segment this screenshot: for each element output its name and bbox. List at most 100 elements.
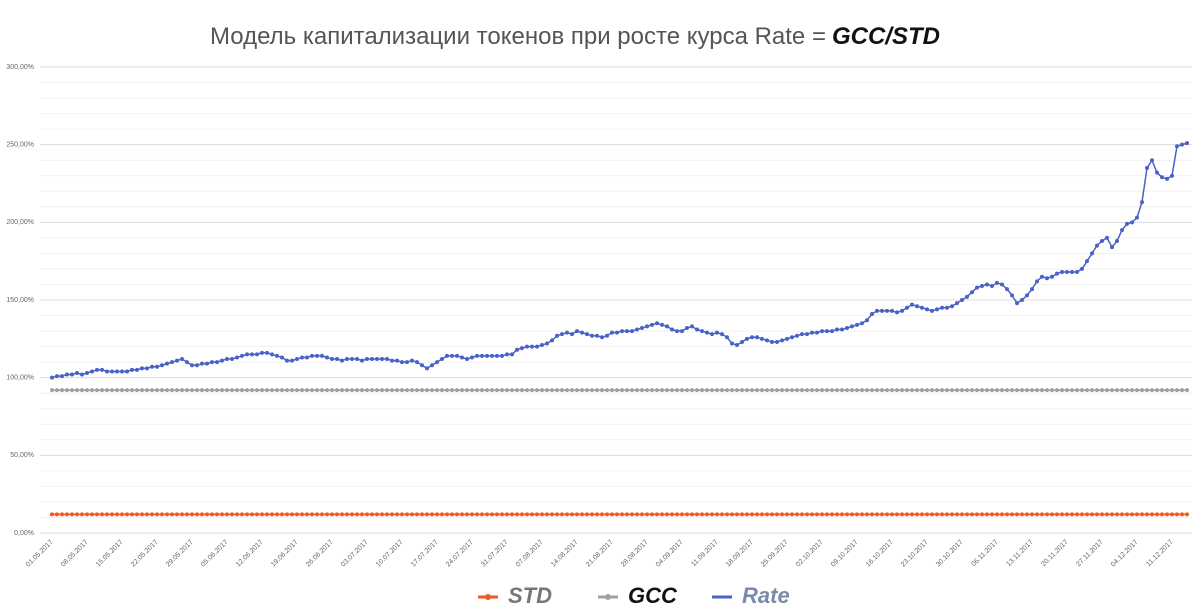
data-point (910, 302, 914, 307)
data-point (715, 512, 719, 517)
x-tick-label: 24.07.2017 (445, 539, 475, 569)
data-point (1055, 512, 1059, 517)
title-main: Модель капитализации токенов при росте к… (210, 23, 826, 50)
data-point (1050, 274, 1054, 279)
data-point (450, 353, 454, 358)
data-point (85, 388, 89, 393)
data-point (1090, 512, 1094, 517)
data-point (1005, 388, 1009, 393)
data-point (1005, 287, 1009, 292)
data-point (885, 308, 889, 313)
data-point (690, 388, 694, 393)
data-point (1140, 512, 1144, 517)
data-point (515, 347, 519, 352)
data-point (435, 512, 439, 517)
data-point (605, 512, 609, 517)
data-point (1115, 238, 1119, 243)
data-point (810, 512, 814, 517)
data-point (1060, 512, 1064, 517)
data-point (895, 388, 899, 393)
data-point (160, 363, 164, 368)
data-point (585, 512, 589, 517)
data-point (915, 304, 919, 309)
data-point (335, 388, 339, 393)
data-point (445, 512, 449, 517)
data-point (100, 388, 104, 393)
data-point (1025, 512, 1029, 517)
x-tick-label: 08.05.2017 (60, 539, 90, 569)
data-point (740, 512, 744, 517)
data-point (965, 294, 969, 299)
data-point (775, 339, 779, 344)
data-point (1030, 388, 1034, 393)
data-point (960, 388, 964, 393)
data-point (600, 512, 604, 517)
data-point (1010, 512, 1014, 517)
data-point (125, 369, 129, 374)
data-point (1175, 512, 1179, 517)
data-point (405, 360, 409, 365)
data-point (870, 311, 874, 316)
data-point (950, 388, 954, 393)
data-point (970, 512, 974, 517)
data-point (190, 363, 194, 368)
data-point (80, 372, 84, 377)
data-point (930, 308, 934, 313)
data-point (750, 388, 754, 393)
data-point (680, 512, 684, 517)
data-point (905, 305, 909, 310)
data-point (380, 512, 384, 517)
data-point (155, 512, 159, 517)
data-point (840, 327, 844, 332)
data-point (1050, 512, 1054, 517)
data-point (70, 512, 74, 517)
data-point (1125, 512, 1129, 517)
data-point (235, 388, 239, 393)
data-point (940, 512, 944, 517)
data-point (1180, 142, 1184, 147)
data-point (1085, 388, 1089, 393)
data-point (85, 371, 89, 376)
data-point (300, 388, 304, 393)
data-point (865, 388, 869, 393)
data-point (790, 388, 794, 393)
data-point (590, 333, 594, 338)
data-point (290, 512, 294, 517)
data-point (920, 388, 924, 393)
data-point (485, 388, 489, 393)
data-point (245, 388, 249, 393)
data-point (815, 388, 819, 393)
data-point (690, 324, 694, 329)
data-point (615, 330, 619, 335)
data-point (295, 388, 299, 393)
data-point (55, 374, 59, 379)
data-point (355, 388, 359, 393)
data-point (450, 512, 454, 517)
data-point (125, 512, 129, 517)
data-point (140, 512, 144, 517)
data-point (585, 388, 589, 393)
x-tick-label: 27.11.2017 (1075, 539, 1104, 568)
data-point (435, 360, 439, 365)
data-point (595, 388, 599, 393)
data-point (195, 388, 199, 393)
data-point (220, 388, 224, 393)
data-point (630, 329, 634, 334)
data-point (715, 330, 719, 335)
data-point (700, 329, 704, 334)
data-point (695, 388, 699, 393)
data-point (1160, 388, 1164, 393)
data-point (1065, 270, 1069, 275)
x-tick-label: 13.11.2017 (1005, 539, 1034, 568)
data-point (1020, 512, 1024, 517)
data-point (1065, 388, 1069, 393)
data-point (970, 388, 974, 393)
data-point (745, 512, 749, 517)
data-point (70, 388, 74, 393)
data-point (620, 512, 624, 517)
data-point (590, 388, 594, 393)
data-point (430, 363, 434, 368)
data-point (340, 512, 344, 517)
data-point (1120, 512, 1124, 517)
data-point (380, 357, 384, 362)
